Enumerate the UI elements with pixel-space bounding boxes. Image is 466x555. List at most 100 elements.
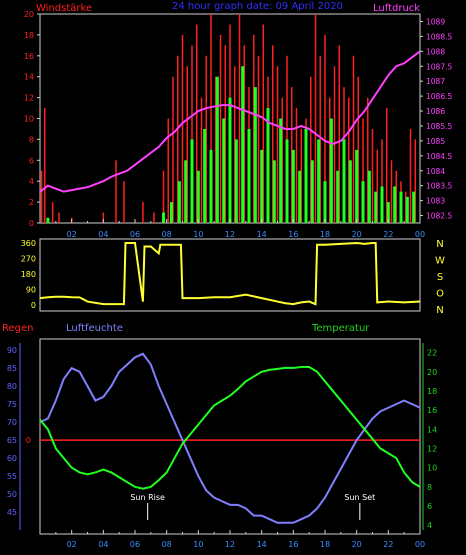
wind-bars — [40, 14, 416, 223]
temperature-tick-label: 22 — [427, 349, 437, 358]
x-tick-label: 06 — [130, 230, 140, 239]
x-tick-label: 04 — [98, 230, 108, 239]
humidity-tick-label: 50 — [7, 490, 17, 499]
direction-tick-label: 0 — [31, 301, 36, 310]
pressure-tick-label: 1084 — [426, 167, 445, 176]
rain-y-axis: 0 — [26, 436, 31, 445]
direction-line-group — [39, 241, 421, 306]
pressure-tick-label: 1082.5 — [426, 212, 452, 221]
x-tick-label: 22 — [383, 230, 393, 239]
direction-side-label: N — [436, 305, 443, 316]
humidity-y-axis: 45 50 55 60 65 70 75 80 85 90 — [7, 343, 21, 530]
wind-tick-label: 0 — [29, 219, 34, 228]
x-tick-label: 10 — [193, 540, 203, 549]
climate-lines-group — [39, 352, 421, 524]
wind-tick-label: 2 — [29, 198, 34, 207]
x-tick-label: 14 — [257, 230, 267, 239]
x-tick-label: 12 — [225, 230, 235, 239]
x-tick-label: 02 — [67, 230, 77, 239]
x-tick-label: 06 — [130, 540, 140, 549]
x-tick-label: 20 — [352, 230, 362, 239]
wind-tick-label: 16 — [24, 52, 34, 61]
humidity-tick-label: 60 — [7, 454, 17, 463]
x-tick-label: 10 — [193, 230, 203, 239]
x-tick-label: 02 — [67, 540, 77, 549]
wind-tick-label: 10 — [24, 115, 34, 124]
pressure-y-axis: 1082.5 1083 1083.5 1084 1084.5 1085 1085.5 1086… — [420, 17, 452, 221]
sunrise-label: Sun Rise — [130, 493, 165, 502]
direction-panel-frame — [39, 238, 421, 312]
temperature-line — [39, 365, 421, 490]
humidity-tick-label: 55 — [7, 472, 17, 481]
pressure-line-group — [39, 50, 421, 193]
temperature-axis-title: Temperatur — [311, 323, 370, 334]
wind-y-axis: 0 2 4 6 8 10 12 14 16 18 20 — [24, 10, 40, 228]
wind-tick-label: 18 — [24, 31, 34, 40]
x-tick-label: 14 — [257, 540, 267, 549]
direction-side-label: O — [436, 289, 444, 300]
x-tick-label: 00 — [415, 540, 425, 549]
pressure-tick-label: 1085.5 — [426, 122, 452, 131]
humidity-tick-label: 75 — [7, 400, 17, 409]
x-tick-label: 16 — [288, 230, 298, 239]
pressure-tick-label: 1087.5 — [426, 62, 452, 71]
pressure-tick-label: 1088 — [426, 47, 445, 56]
direction-tick-label: 360 — [21, 239, 36, 248]
direction-tick-label: 270 — [21, 255, 36, 264]
rain-tick-label: 0 — [26, 436, 31, 445]
pressure-line — [39, 50, 421, 193]
x-tick-label: 20 — [352, 540, 362, 549]
humidity-axis-title: Luftfeuchte — [66, 323, 123, 334]
x-tick-label: 12 — [225, 540, 235, 549]
wind-x-axis: 02 04 06 08 10 12 14 16 18 20 22 00 — [55, 219, 425, 239]
humidity-tick-label: 80 — [7, 382, 17, 391]
temperature-tick-label: 16 — [427, 406, 437, 415]
x-tick-label: 00 — [415, 230, 425, 239]
x-tick-label: 04 — [98, 540, 108, 549]
humidity-line — [39, 352, 421, 524]
humidity-tick-label: 90 — [7, 346, 17, 355]
direction-line — [39, 241, 421, 306]
x-tick-label: 18 — [320, 230, 330, 239]
humidity-tick-label: 85 — [7, 364, 17, 373]
sun-annotations: Sun Rise Sun Set — [130, 493, 375, 520]
x-tick-label: 08 — [162, 540, 172, 549]
pressure-tick-label: 1088.5 — [426, 32, 452, 41]
temperature-tick-label: 14 — [427, 425, 437, 434]
direction-side-label: W — [435, 256, 445, 267]
pressure-tick-label: 1086.5 — [426, 92, 452, 101]
wind-tick-label: 6 — [29, 156, 34, 165]
direction-y-axis: 0 90 180 270 360 — [21, 239, 36, 310]
direction-tick-label: 90 — [26, 286, 36, 295]
temperature-tick-label: 12 — [427, 444, 437, 453]
direction-side-label: N — [436, 239, 443, 250]
humidity-tick-label: 45 — [7, 508, 17, 517]
wind-axis-title: Windstärke — [36, 3, 92, 14]
pressure-axis-title: Luftdruck — [373, 3, 420, 14]
pressure-tick-label: 1085 — [426, 137, 445, 146]
wind-tick-label: 4 — [29, 177, 34, 186]
temperature-tick-label: 6 — [427, 502, 432, 511]
wind-tick-label: 14 — [24, 73, 34, 82]
wind-tick-label: 12 — [24, 94, 34, 103]
rain-axis-title: Regen — [2, 323, 34, 334]
pressure-tick-label: 1084.5 — [426, 152, 452, 161]
temperature-tick-label: 20 — [427, 368, 437, 377]
x-tick-label: 22 — [383, 540, 393, 549]
pressure-tick-label: 1083 — [426, 197, 445, 206]
temperature-tick-label: 18 — [427, 387, 437, 396]
humidity-tick-label: 65 — [7, 436, 17, 445]
temperature-tick-label: 10 — [427, 464, 437, 473]
pressure-tick-label: 1089 — [426, 17, 445, 26]
sunset-label: Sun Set — [344, 493, 375, 502]
wind-tick-label: 20 — [24, 10, 34, 19]
wind-tick-label: 8 — [29, 135, 34, 144]
pressure-tick-label: 1086 — [426, 107, 445, 116]
x-tick-label: 08 — [162, 230, 172, 239]
chart-title: 24 hour graph date: 09 April 2020 — [172, 1, 343, 12]
temperature-tick-label: 8 — [427, 483, 432, 492]
humidity-tick-label: 70 — [7, 418, 17, 427]
